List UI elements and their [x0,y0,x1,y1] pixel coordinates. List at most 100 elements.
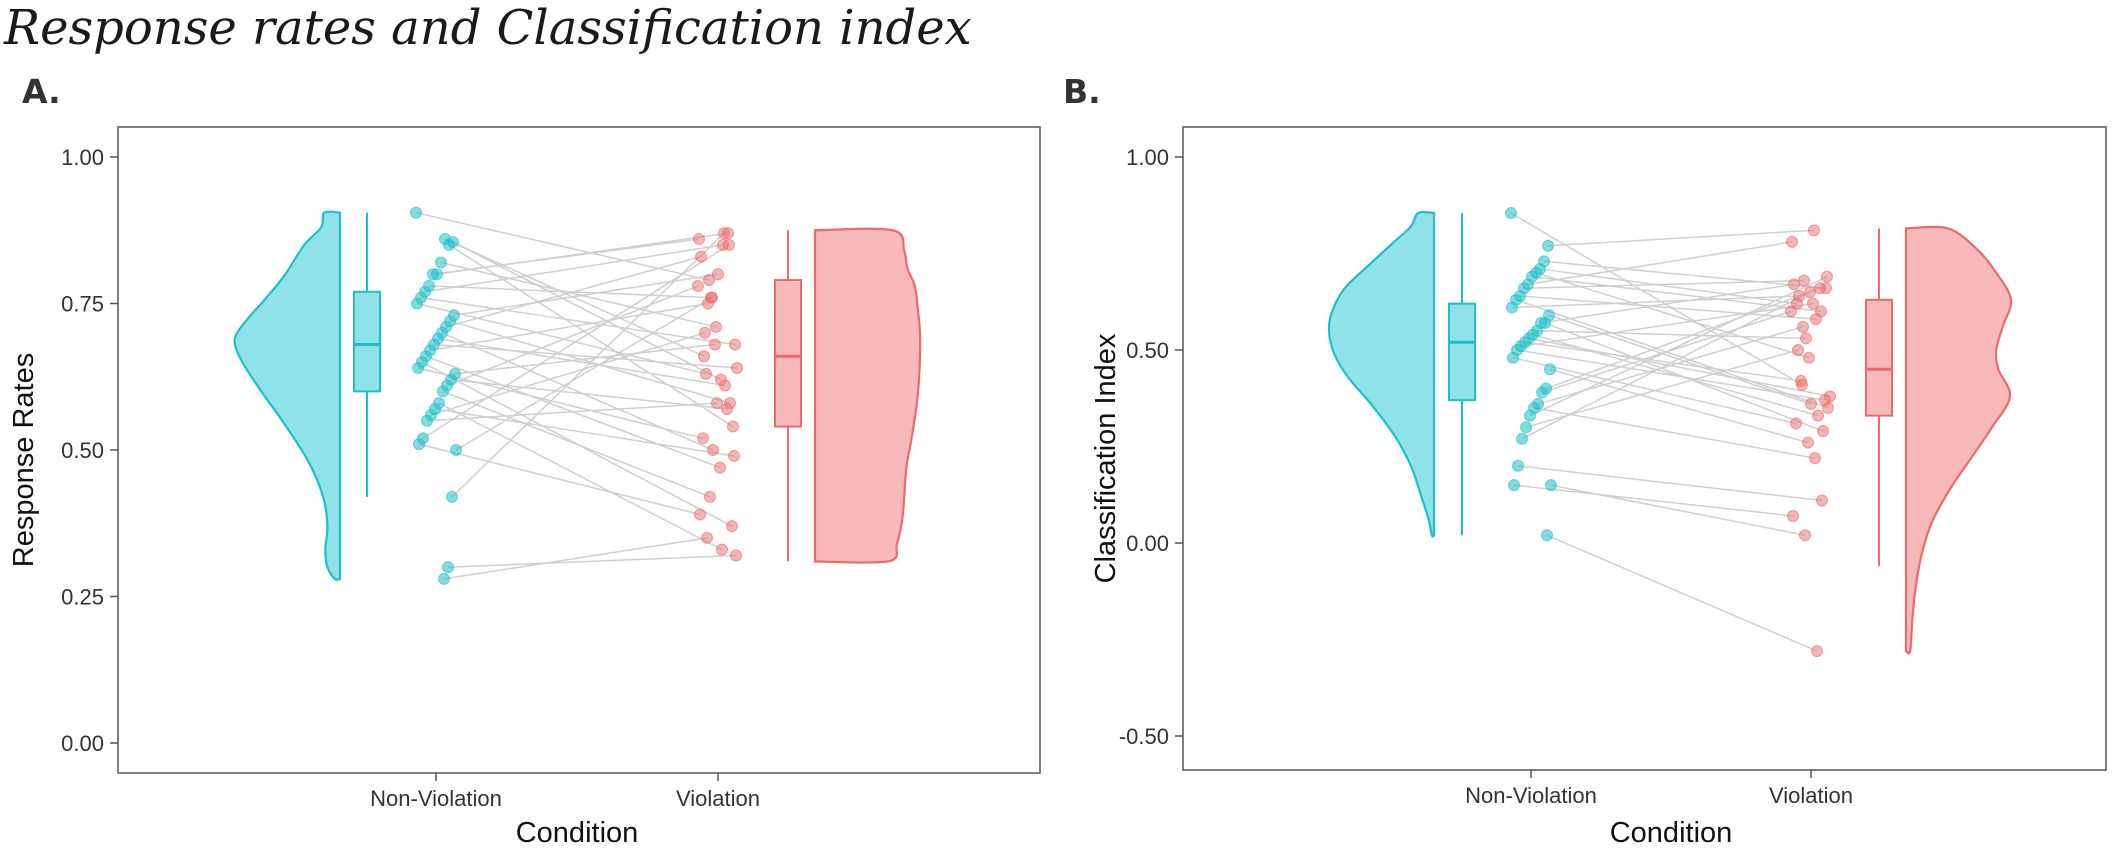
data-point [1808,224,1820,237]
pair-line [1527,241,1793,286]
y-tick-label: -0.50 [1119,724,1169,749]
data-point [1810,313,1822,326]
data-point [435,256,447,269]
pair-line [432,238,700,275]
pair-line [451,232,725,498]
pair-line [1511,295,1800,309]
violin-violation [1904,225,2013,655]
pair-line [445,255,702,328]
pair-line [429,302,709,352]
data-point [1793,289,1805,302]
data-point [1817,425,1829,438]
pair-line [450,378,728,410]
data-point [410,206,422,219]
pair-line [1513,484,1794,517]
data-point [1803,351,1815,364]
boxplot-non-violation [1448,212,1476,536]
data-point [1524,409,1536,422]
data-point [1536,386,1548,399]
data-point [726,520,738,533]
box-iqr [353,290,381,393]
data-point [698,350,710,363]
data-point [709,338,721,351]
pair-line [422,244,730,439]
data-point [697,432,709,445]
pair-line [444,238,705,357]
pair-line [441,332,714,451]
pair-line [447,554,737,568]
pair-line [1516,349,1826,401]
x-tick-label-non-violation: Non-Violation [1465,783,1597,808]
data-point [706,291,718,304]
boxplot-non-violation [353,212,381,497]
data-point [1797,320,1809,333]
x-axis-title: Condition [1610,817,1733,849]
data-point [1786,235,1798,248]
pair-line [1517,465,1823,502]
data-point [704,490,716,503]
data-point [1541,529,1553,542]
data-point [1799,529,1811,542]
points-violation [1785,224,1836,658]
data-point [1814,282,1826,295]
data-point [1819,394,1831,407]
y-axis-title: Response Rates [8,353,40,567]
data-point [413,438,425,451]
data-point [439,233,451,246]
data-point [1790,417,1802,430]
box-iqr [1448,302,1476,402]
pair-line [442,390,711,498]
x-axis-title: Condition [516,817,639,849]
figure-title: Response rates and Classification index [4,0,972,56]
pair-line [1510,212,1803,386]
violin-violation [813,227,922,564]
pair-line [1549,368,1809,444]
data-point [695,250,707,263]
data-point [710,320,722,333]
data-point [1506,301,1518,314]
pair-line [1545,287,1821,390]
pair-line [1524,341,1802,382]
pair-line [1543,260,1827,289]
pair-line [454,343,716,375]
data-point [1805,398,1817,411]
data-point [442,561,454,574]
x-tick-label-violation: Violation [676,786,760,811]
response-rates-chart: 0.00 0.25 0.50 0.75 1.00 Non-Violation Violati… [8,126,1041,849]
data-point [699,326,711,339]
pair-line [1521,291,1811,440]
data-point [701,531,713,544]
pair-line [1523,279,1805,289]
pair-line [437,337,726,387]
data-point [719,379,731,392]
data-point [731,361,743,374]
data-point [1798,274,1810,287]
points-violation [692,227,743,562]
data-point [1544,363,1556,376]
pair-line [1536,329,1807,340]
data-point [427,268,439,281]
data-point [721,402,733,415]
pair-line [1528,337,1831,398]
data-point [729,338,741,351]
pair-line [417,367,704,440]
data-point [1802,436,1814,449]
data-point [421,414,433,427]
violin-non-violation [233,210,342,581]
x-tick-label-non-violation: Non-Violation [370,786,502,811]
y-tick-label: 1.00 [61,145,104,170]
data-point [693,233,705,246]
pair-line [1519,295,1817,320]
panel-b-label: B. [1063,72,1101,111]
data-point [1505,206,1517,219]
data-point [1788,278,1800,291]
pair-line [426,402,718,422]
data-point [1807,297,1819,310]
pair-line [428,285,712,299]
data-point [718,227,730,240]
classification-index-chart: -0.50 0.00 0.50 1.00 Non-Violation Violation C… [1090,126,2107,849]
data-point [1816,494,1828,507]
data-point [1787,509,1799,522]
boxplot-violation [1865,228,1893,567]
pair-line [438,402,723,551]
